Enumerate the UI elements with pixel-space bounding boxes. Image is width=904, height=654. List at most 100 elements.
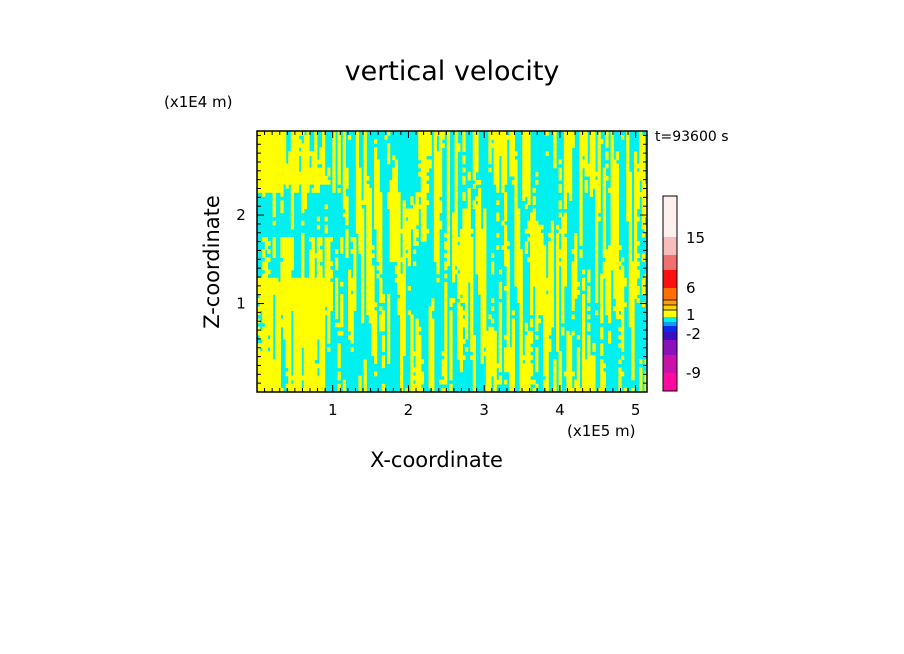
field-cell xyxy=(275,159,279,165)
field-cell xyxy=(628,184,632,189)
field-cell xyxy=(374,326,378,332)
field-cell xyxy=(475,163,479,169)
field-cell xyxy=(392,245,396,250)
field-cell xyxy=(394,196,398,201)
field-cell xyxy=(363,131,367,136)
field-cell xyxy=(309,351,313,356)
field-cell xyxy=(472,159,476,165)
field-cell xyxy=(288,285,292,291)
field-cell xyxy=(301,326,305,332)
field-cell xyxy=(530,245,534,250)
field-cell xyxy=(394,245,398,250)
field-cell xyxy=(288,175,292,181)
field-cell xyxy=(519,314,523,320)
field-cell xyxy=(374,196,378,201)
field-cell xyxy=(436,151,440,157)
field-cell xyxy=(498,351,502,356)
field-cell xyxy=(392,220,396,226)
field-cell xyxy=(613,253,617,259)
field-cell xyxy=(311,294,315,299)
field-cell xyxy=(522,355,526,360)
field-cell xyxy=(264,355,268,360)
field-cell xyxy=(329,273,333,279)
field-cell xyxy=(402,326,406,332)
field-cell xyxy=(280,151,284,157)
field-cell xyxy=(311,261,315,267)
field-cell xyxy=(272,151,276,157)
field-cell xyxy=(543,326,547,332)
field-cell xyxy=(457,281,461,287)
field-cell xyxy=(597,167,601,173)
field-cell xyxy=(379,212,383,218)
field-cell xyxy=(290,277,294,283)
field-cell xyxy=(283,326,287,332)
field-cell xyxy=(579,147,583,152)
field-cell xyxy=(348,314,352,320)
field-cell xyxy=(319,383,323,389)
field-cell xyxy=(400,322,404,328)
field-cell xyxy=(259,151,263,157)
field-cell xyxy=(449,347,453,352)
field-cell xyxy=(428,363,432,369)
field-cell xyxy=(613,167,617,173)
field-cell xyxy=(311,269,315,275)
field-cell xyxy=(355,196,359,201)
field-cell xyxy=(608,290,612,295)
field-cell xyxy=(342,139,346,144)
field-cell xyxy=(433,139,437,144)
field-cell xyxy=(316,281,320,287)
field-cell xyxy=(571,314,575,320)
field-cell xyxy=(449,355,453,360)
field-cell xyxy=(267,277,271,283)
field-cell xyxy=(306,351,310,356)
field-cell xyxy=(327,167,331,173)
field-cell xyxy=(634,245,638,250)
field-cell xyxy=(459,330,463,336)
field-cell xyxy=(530,371,534,377)
field-cell xyxy=(626,192,630,197)
field-cell xyxy=(504,224,508,230)
field-cell xyxy=(371,290,375,295)
field-cell xyxy=(407,253,411,259)
field-cell xyxy=(498,343,502,348)
field-cell xyxy=(301,281,305,287)
field-cell xyxy=(504,212,508,218)
field-cell xyxy=(358,200,362,206)
field-cell xyxy=(319,306,323,312)
field-cell xyxy=(582,355,586,360)
field-cell xyxy=(363,151,367,157)
field-cell xyxy=(587,367,591,373)
field-cell xyxy=(337,371,341,377)
field-cell xyxy=(540,261,544,267)
field-cell xyxy=(337,139,341,144)
field-cell xyxy=(316,363,320,369)
field-cell xyxy=(595,241,599,246)
field-cell xyxy=(514,232,518,238)
field-cell xyxy=(584,363,588,369)
field-cell xyxy=(431,322,435,328)
field-cell xyxy=(579,224,583,230)
field-cell xyxy=(589,367,593,373)
field-cell xyxy=(329,294,333,299)
field-cell xyxy=(548,265,552,271)
field-cell xyxy=(634,224,638,230)
field-cell xyxy=(527,334,531,340)
field-cell xyxy=(262,265,266,271)
field-cell xyxy=(470,330,474,336)
field-cell xyxy=(496,363,500,369)
field-cell xyxy=(301,192,305,197)
field-cell xyxy=(615,224,619,230)
field-cell xyxy=(478,212,482,218)
field-cell xyxy=(608,294,612,299)
field-cell xyxy=(470,281,474,287)
field-cell xyxy=(293,326,297,332)
field-cell xyxy=(361,208,365,214)
field-cell xyxy=(558,200,562,206)
field-cell xyxy=(285,281,289,287)
field-cell xyxy=(566,387,570,392)
field-cell xyxy=(436,196,440,201)
field-cell xyxy=(582,143,586,148)
field-cell xyxy=(327,294,331,299)
field-cell xyxy=(257,387,261,392)
